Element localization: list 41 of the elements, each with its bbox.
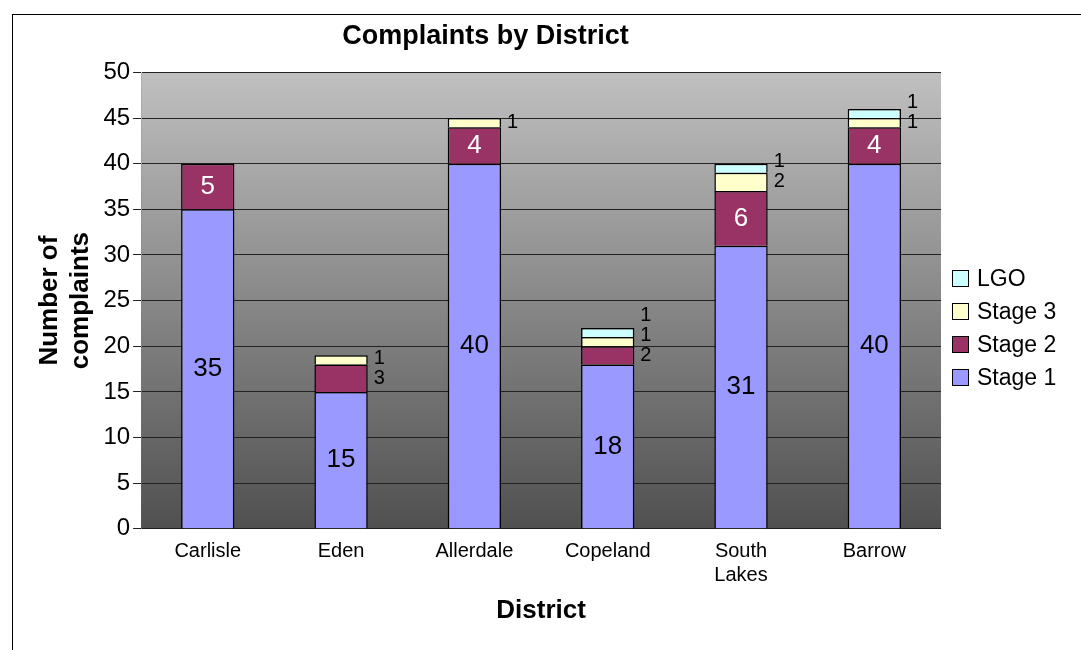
data-label: 40: [859, 329, 889, 360]
x-tick-label: Carlisle: [174, 539, 242, 562]
data-label: 2: [640, 342, 652, 365]
chart-title: Complaints by District: [342, 19, 629, 50]
y-tick-label: 10: [103, 422, 131, 450]
x-tick-label: Copeland: [564, 539, 651, 562]
data-label: 1: [373, 345, 385, 368]
y-tick-label: 20: [103, 330, 131, 358]
legend-label: Stage 3: [977, 297, 1057, 326]
data-label: 15: [326, 443, 356, 474]
data-label: 35: [193, 351, 223, 382]
x-tick-label: Eden: [317, 539, 365, 562]
text: Stage 1: [977, 363, 1057, 392]
y-tick-label: 30: [103, 239, 131, 267]
data-label: 6: [733, 201, 749, 232]
y-tick-label: 35: [103, 193, 131, 221]
legend-label: LGO: [977, 264, 1026, 293]
data-label: 4: [467, 128, 482, 159]
y-tick-label: 50: [103, 57, 131, 85]
data-label: 2: [773, 169, 785, 192]
data-label: 1: [907, 90, 919, 113]
legend-label: Stage 2: [977, 330, 1057, 359]
data-label: 5: [200, 169, 215, 200]
x-tick-label: Barrow: [842, 539, 907, 562]
data-label: 18: [593, 429, 623, 460]
y-tick-label: 15: [103, 376, 131, 404]
data-label: 40: [459, 329, 489, 360]
y-axis-title: Number of complaints: [32, 231, 94, 370]
y-tick-label: 45: [103, 102, 131, 130]
data-label: 3: [373, 365, 385, 388]
x-axis-title: District: [496, 593, 587, 624]
y-tick-label: 40: [103, 148, 131, 176]
x-tick-label: South Lakes: [714, 539, 768, 586]
y-tick-label: 25: [103, 285, 131, 313]
data-label: 1: [640, 302, 652, 325]
data-label: 1: [640, 322, 652, 345]
y-tick-label: 5: [116, 467, 131, 495]
x-tick-label: Allerdale: [435, 539, 514, 562]
data-label: 4: [867, 128, 882, 159]
y-tick-label: 0: [116, 513, 131, 541]
data-label: 31: [726, 370, 756, 401]
